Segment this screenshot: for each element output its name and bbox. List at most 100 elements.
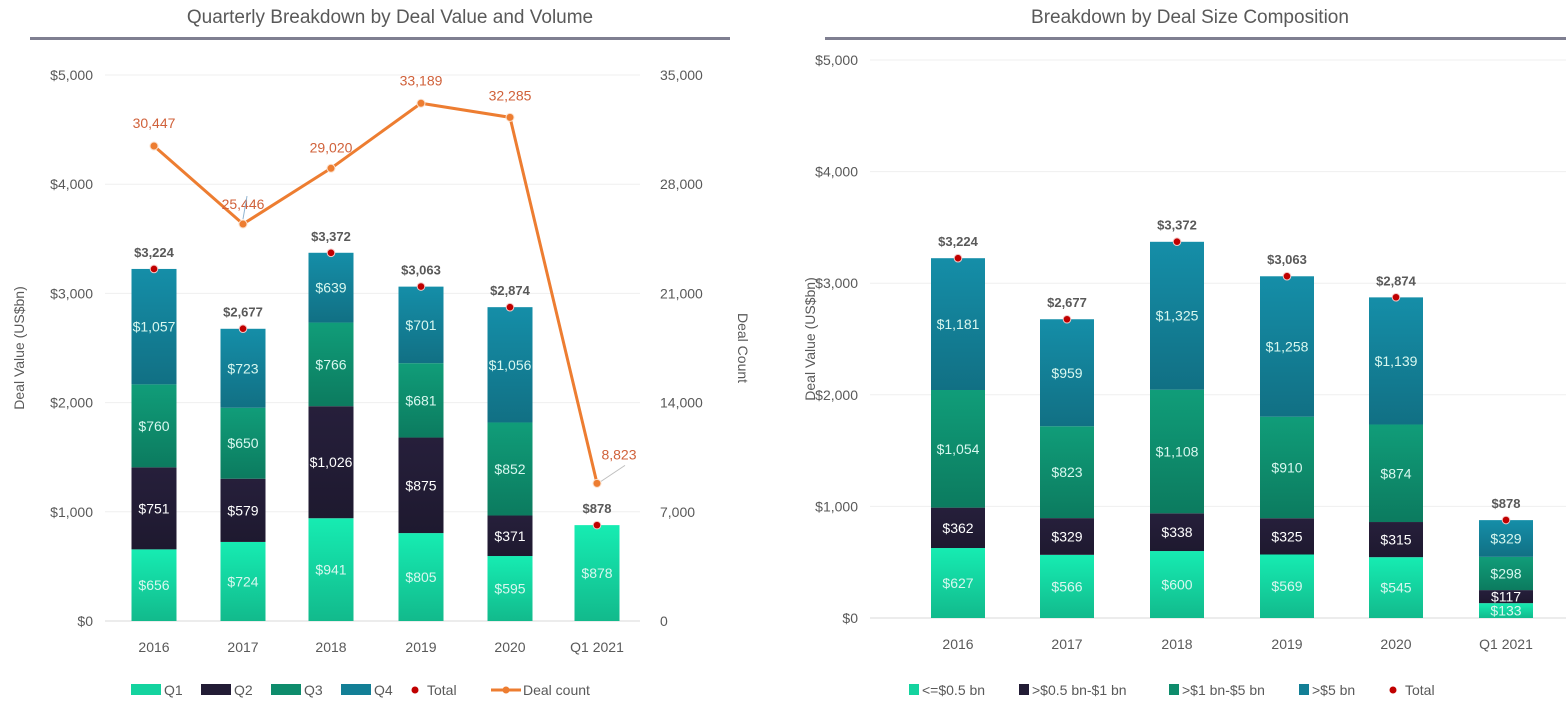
bar-segment-label: $852 [494,461,525,477]
chart-panel-quarterly: Quarterly Breakdown by Deal Value and Vo… [0,0,780,722]
deal-count-marker [326,163,336,173]
legend-swatch [341,684,371,695]
y-tick-label: $2,000 [815,387,858,403]
bar-segment-label: $823 [1051,464,1082,480]
total-label: $3,224 [938,234,979,249]
y-tick-label: $0 [77,613,93,629]
bar-segment [131,268,177,385]
deal-count-marker [505,112,515,122]
total-label: $2,677 [223,305,263,320]
deal-count-label: 29,020 [310,139,353,155]
bar-segment-label: $1,139 [1375,353,1418,369]
bar-segment-label: $650 [227,435,258,451]
bar-segment [1260,554,1314,618]
x-tick-label: 2017 [1051,636,1082,652]
total-label: $3,224 [134,245,175,260]
total-label: $3,063 [1267,252,1307,267]
x-tick-label: Q1 2021 [1479,636,1533,652]
total-label: $3,372 [1157,218,1197,233]
y-tick-label: $4,000 [815,164,858,180]
bar-segment-label: $1,181 [937,316,980,332]
total-marker [1391,292,1401,302]
total-label: $3,063 [401,263,441,278]
bar-segment-label: $681 [405,392,436,408]
bar-segment-label: $874 [1380,465,1411,481]
bar-segment [487,307,533,423]
bar-segment [574,525,620,621]
title-underline [825,37,1566,40]
bar-segment [931,507,985,549]
y2-tick-label: 35,000 [660,67,703,83]
deal-count-label: 32,285 [489,87,532,103]
bar-segment [398,363,444,438]
total-label: $2,874 [1376,273,1417,288]
bar-segment-label: $1,325 [1156,308,1199,324]
total-marker [1501,515,1511,525]
bar-segment [1479,556,1533,591]
chart-panel-deal-size: Breakdown by Deal Size Composition $0 $1,… [790,0,1566,722]
x-tick-label: 2017 [227,639,258,655]
total-marker [238,324,248,333]
leader-line [242,195,248,220]
bar-segment [1040,319,1094,427]
bar-segment [1040,426,1094,519]
total-label: $2,874 [490,283,531,298]
bar-segment [308,406,354,519]
bar-segment [1260,276,1314,417]
bar-segment-label: $362 [942,520,973,536]
total-marker [1062,314,1072,324]
y-axis-title: Deal Value (US$bn) [11,286,27,409]
bar-segment [398,286,444,364]
bar-segment [220,478,266,542]
deal-count-marker [592,478,602,488]
y-axis-title: Deal Value (US$bn) [802,277,818,400]
bar-segment-label: $371 [494,528,525,544]
bar-segment [931,390,985,508]
bar-segment-label: $600 [1161,577,1192,593]
bar-segment [1150,513,1204,552]
bar-segment [398,437,444,534]
total-label: $3,372 [311,229,351,244]
x-tick-label: Q1 2021 [570,639,624,655]
total-marker [592,520,602,530]
bar-segment-label: $656 [138,577,169,593]
bar-segment-label: $1,056 [489,357,532,373]
x-tick-label: 2019 [1271,636,1302,652]
x-tick-label: 2019 [405,639,436,655]
chart-title: Quarterly Breakdown by Deal Value and Vo… [186,7,594,28]
x-tick-label: 2016 [942,636,973,652]
total-label: $2,677 [1047,295,1087,310]
legend-label: Deal count [523,682,590,698]
legend-label: <=$0.5 bn [922,682,985,698]
legend-label: Q4 [374,682,393,698]
x-tick-label: 2020 [1380,636,1411,652]
chart-title: Breakdown by Deal Size Composition [1031,7,1349,28]
bar-segment-label: $595 [494,581,525,597]
bar-segment-label: $805 [405,569,436,585]
bar-segment [220,407,266,479]
bar-segment [487,556,533,621]
y-tick-label: $3,000 [50,285,93,301]
x-tick-label: 2020 [494,639,525,655]
bar-segment [1369,297,1423,425]
bar-segment [131,467,177,550]
bar-segment-label: $545 [1380,580,1411,596]
bar-segment-label: $959 [1051,365,1082,381]
legend-line-marker [502,686,510,694]
bar-segment [1150,241,1204,390]
bar-segment [131,549,177,621]
bar-segment-label: $1,258 [1266,338,1309,354]
bar-segment [487,422,533,516]
y-tick-label: $2,000 [50,395,93,411]
y-tick-label: $1,000 [50,504,93,520]
y2-axis-title: Deal Count [735,313,751,383]
bar-segment [1260,518,1314,555]
bar-segment [1479,603,1533,618]
total-label: $878 [1492,496,1521,511]
deal-count-marker [416,98,426,108]
x-tick-label: 2018 [315,639,346,655]
bar-segment-label: $133 [1490,603,1521,619]
y2-tick-label: 21,000 [660,285,703,301]
bar-segment-label: $760 [138,418,169,434]
legend-total-marker [411,686,419,694]
